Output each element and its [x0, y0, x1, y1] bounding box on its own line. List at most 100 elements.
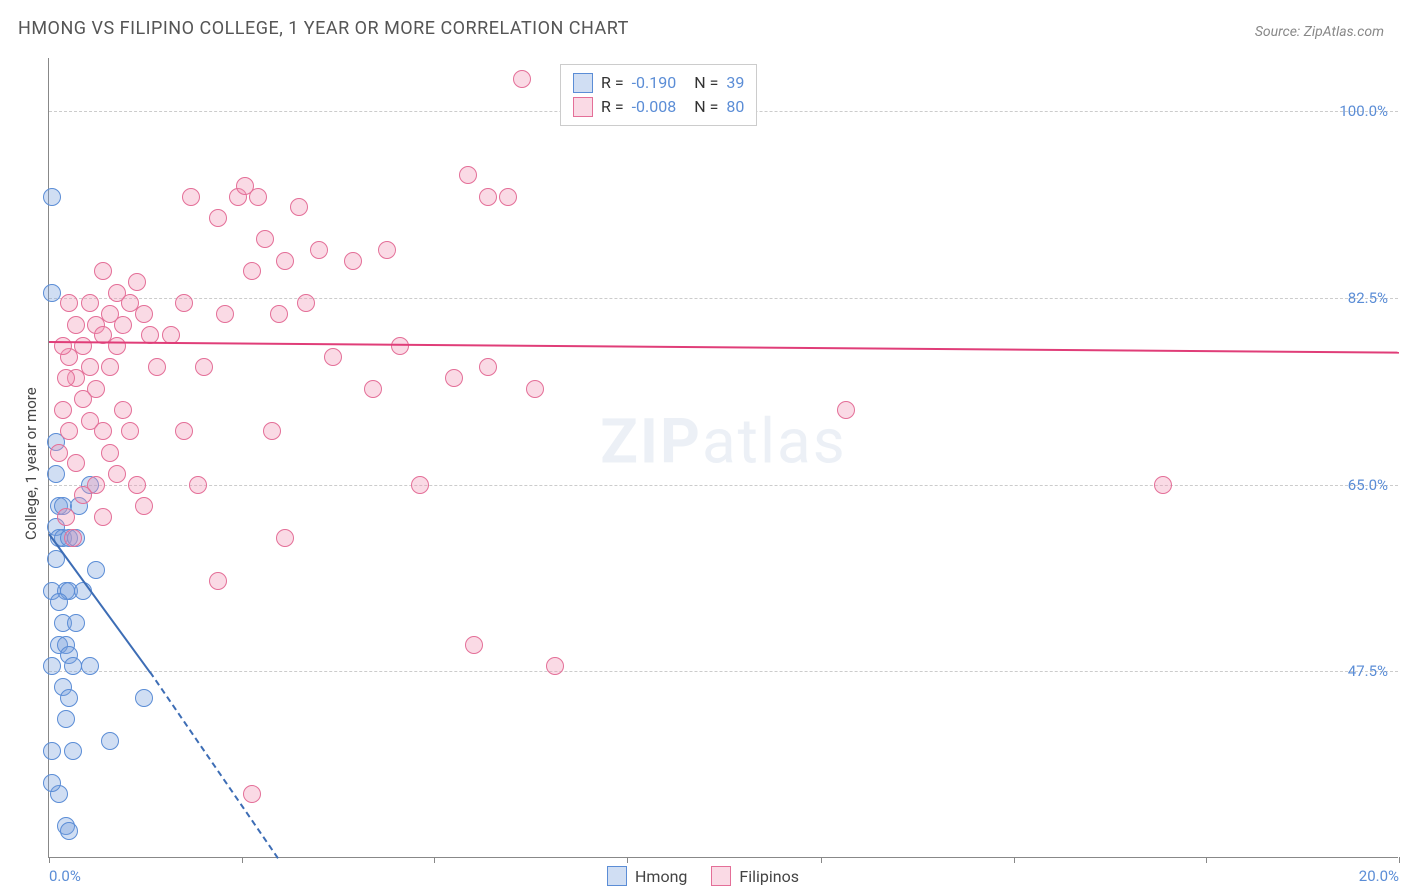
scatter-point: [94, 422, 112, 440]
scatter-point: [391, 337, 409, 355]
scatter-point: [43, 284, 61, 302]
scatter-point: [1154, 476, 1172, 494]
scatter-point: [216, 305, 234, 323]
x-tick: [49, 857, 50, 863]
scatter-point: [445, 369, 463, 387]
scatter-point: [459, 166, 477, 184]
source-attribution: Source: ZipAtlas.com: [1255, 24, 1384, 40]
legend-swatch: [607, 866, 627, 886]
n-value: 80: [726, 95, 744, 119]
legend-swatch: [573, 73, 593, 93]
x-tick-label: 0.0%: [49, 867, 81, 885]
scatter-point: [50, 444, 68, 462]
scatter-point: [57, 710, 75, 728]
scatter-point: [64, 529, 82, 547]
scatter-point: [175, 294, 193, 312]
scatter-point: [135, 305, 153, 323]
scatter-point: [74, 486, 92, 504]
legend-swatch: [711, 866, 731, 886]
scatter-point: [81, 294, 99, 312]
x-tick: [1399, 857, 1400, 863]
plot-area: ZIPatlas 47.5%65.0%82.5%100.0%0.0%20.0%: [48, 58, 1398, 858]
scatter-point: [47, 465, 65, 483]
scatter-point: [67, 316, 85, 334]
x-tick-label: 20.0%: [1359, 867, 1399, 885]
scatter-point: [479, 358, 497, 376]
scatter-point: [94, 262, 112, 280]
scatter-point: [67, 614, 85, 632]
scatter-point: [57, 508, 75, 526]
scatter-point: [209, 209, 227, 227]
legend-item: Hmong: [607, 866, 687, 886]
trend-line: [49, 341, 1399, 354]
trend-line-extrapolated: [149, 672, 279, 860]
scatter-point: [290, 198, 308, 216]
scatter-point: [135, 689, 153, 707]
y-axis-label: College, 1 year or more: [22, 387, 40, 540]
legend-swatch: [573, 97, 593, 117]
scatter-point: [209, 572, 227, 590]
scatter-point: [249, 188, 267, 206]
scatter-point: [108, 337, 126, 355]
scatter-point: [479, 188, 497, 206]
x-tick: [627, 857, 628, 863]
scatter-point: [189, 476, 207, 494]
scatter-point: [64, 657, 82, 675]
y-tick-label: 47.5%: [1348, 662, 1388, 680]
scatter-point: [128, 273, 146, 291]
scatter-point: [148, 358, 166, 376]
r-label: R =: [601, 71, 624, 95]
scatter-point: [263, 422, 281, 440]
watermark: ZIPatlas: [600, 405, 847, 478]
scatter-point: [411, 476, 429, 494]
n-label: N =: [694, 95, 718, 119]
gridline: [49, 485, 1398, 486]
series-legend: Hmong Filipinos: [607, 866, 799, 886]
scatter-point: [526, 380, 544, 398]
correlation-legend: R = -0.190N = 39R = -0.008N = 80: [560, 64, 757, 126]
x-tick: [1014, 857, 1015, 863]
scatter-point: [101, 732, 119, 750]
scatter-point: [50, 593, 68, 611]
scatter-point: [60, 294, 78, 312]
scatter-point: [67, 454, 85, 472]
scatter-point: [114, 401, 132, 419]
scatter-point: [256, 230, 274, 248]
scatter-point: [297, 294, 315, 312]
scatter-point: [270, 305, 288, 323]
scatter-point: [87, 561, 105, 579]
scatter-point: [43, 774, 61, 792]
scatter-point: [378, 241, 396, 259]
x-tick: [821, 857, 822, 863]
scatter-point: [101, 358, 119, 376]
scatter-point: [81, 657, 99, 675]
scatter-point: [135, 497, 153, 515]
scatter-point: [175, 422, 193, 440]
scatter-point: [74, 390, 92, 408]
scatter-point: [182, 188, 200, 206]
gridline: [49, 671, 1398, 672]
scatter-point: [344, 252, 362, 270]
watermark-bold: ZIP: [600, 405, 702, 478]
scatter-point: [94, 508, 112, 526]
scatter-point: [499, 188, 517, 206]
r-label: R =: [601, 95, 624, 119]
watermark-light: atlas: [702, 405, 847, 478]
y-tick-label: 100.0%: [1339, 102, 1388, 120]
scatter-point: [243, 785, 261, 803]
scatter-point: [60, 822, 78, 840]
scatter-point: [276, 252, 294, 270]
n-label: N =: [694, 71, 718, 95]
scatter-point: [465, 636, 483, 654]
scatter-point: [128, 476, 146, 494]
gridline: [49, 298, 1398, 299]
scatter-point: [108, 465, 126, 483]
scatter-point: [513, 70, 531, 88]
scatter-point: [276, 529, 294, 547]
chart-title: HMONG VS FILIPINO COLLEGE, 1 YEAR OR MOR…: [18, 18, 629, 39]
legend-label: Filipinos: [739, 867, 799, 886]
scatter-point: [364, 380, 382, 398]
scatter-point: [837, 401, 855, 419]
scatter-point: [324, 348, 342, 366]
scatter-point: [54, 337, 72, 355]
